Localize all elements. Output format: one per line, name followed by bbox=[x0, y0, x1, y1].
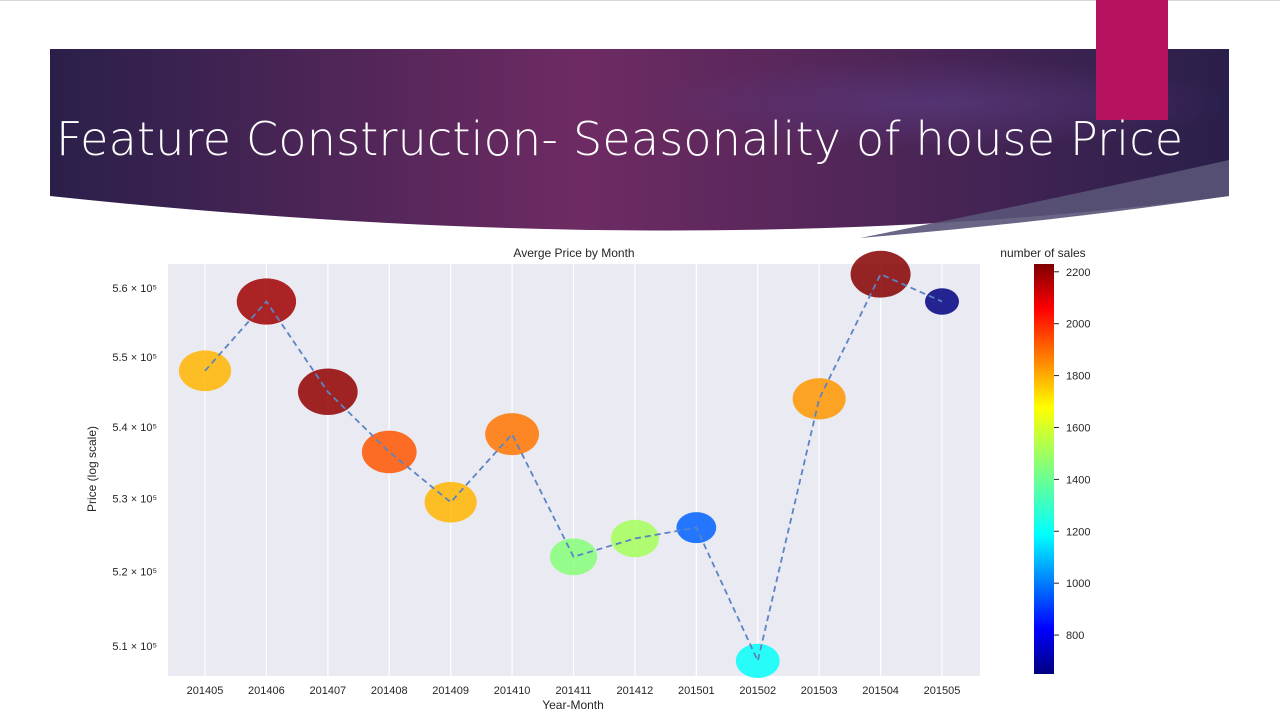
data-point-201412 bbox=[610, 519, 659, 558]
y-tick-label: 5.1 × 10⁵ bbox=[112, 641, 157, 653]
colorbar-label: number of sales bbox=[1000, 246, 1085, 260]
y-tick-label: 5.4 × 10⁵ bbox=[112, 422, 157, 434]
colorbar-tick-label: 1200 bbox=[1066, 526, 1090, 538]
x-tick-label: 201504 bbox=[862, 685, 899, 697]
data-point-201502 bbox=[735, 643, 780, 679]
data-point-201503 bbox=[792, 378, 846, 420]
colorbar-tick-label: 1600 bbox=[1066, 422, 1090, 434]
title-banner bbox=[50, 49, 1229, 238]
x-tick-label: 201502 bbox=[739, 685, 776, 697]
colorbar-tick-label: 1400 bbox=[1066, 474, 1090, 486]
chart-title: Averge Price by Month bbox=[513, 246, 634, 260]
x-tick-label: 201409 bbox=[432, 685, 469, 697]
x-tick-label: 201501 bbox=[678, 685, 715, 697]
price-trend-line bbox=[204, 273, 943, 664]
x-tick-label: 201412 bbox=[617, 685, 654, 697]
colorbar-tick-label: 1000 bbox=[1066, 578, 1090, 590]
top-divider bbox=[0, 0, 1280, 1]
y-tick-label: 5.5 × 10⁵ bbox=[112, 352, 157, 364]
y-tick-label: 5.3 × 10⁵ bbox=[112, 494, 157, 506]
x-tick-label: 201406 bbox=[248, 685, 285, 697]
x-tick-label: 201410 bbox=[494, 685, 531, 697]
colorbar-tick-label: 2200 bbox=[1066, 267, 1090, 279]
colorbar-tick-label: 800 bbox=[1066, 630, 1084, 642]
accent-tab bbox=[1096, 0, 1168, 120]
colorbar-tick-label: 2000 bbox=[1066, 319, 1090, 331]
x-tick-label: 201503 bbox=[801, 685, 838, 697]
x-tick-label: 201408 bbox=[371, 685, 408, 697]
x-tick-label: 201405 bbox=[187, 685, 224, 697]
x-tick-label: 201411 bbox=[556, 685, 592, 697]
data-point-201505 bbox=[925, 288, 959, 315]
x-tick-label: 201407 bbox=[309, 685, 346, 697]
x-tick-label: 201505 bbox=[924, 685, 961, 697]
y-tick-label: 5.2 × 10⁵ bbox=[112, 567, 157, 579]
colorbar-tick-label: 1800 bbox=[1066, 371, 1090, 383]
slide-title: Feature Construction- Seasonality of hou… bbox=[56, 112, 1184, 166]
data-point-201504 bbox=[850, 250, 911, 298]
y-tick-label: 5.6 × 10⁵ bbox=[112, 283, 157, 295]
x-axis-label: Year-Month bbox=[542, 698, 604, 712]
y-axis-label: Price (log scale) bbox=[85, 426, 99, 512]
data-point-201410 bbox=[485, 413, 540, 456]
colorbar bbox=[1034, 264, 1054, 674]
